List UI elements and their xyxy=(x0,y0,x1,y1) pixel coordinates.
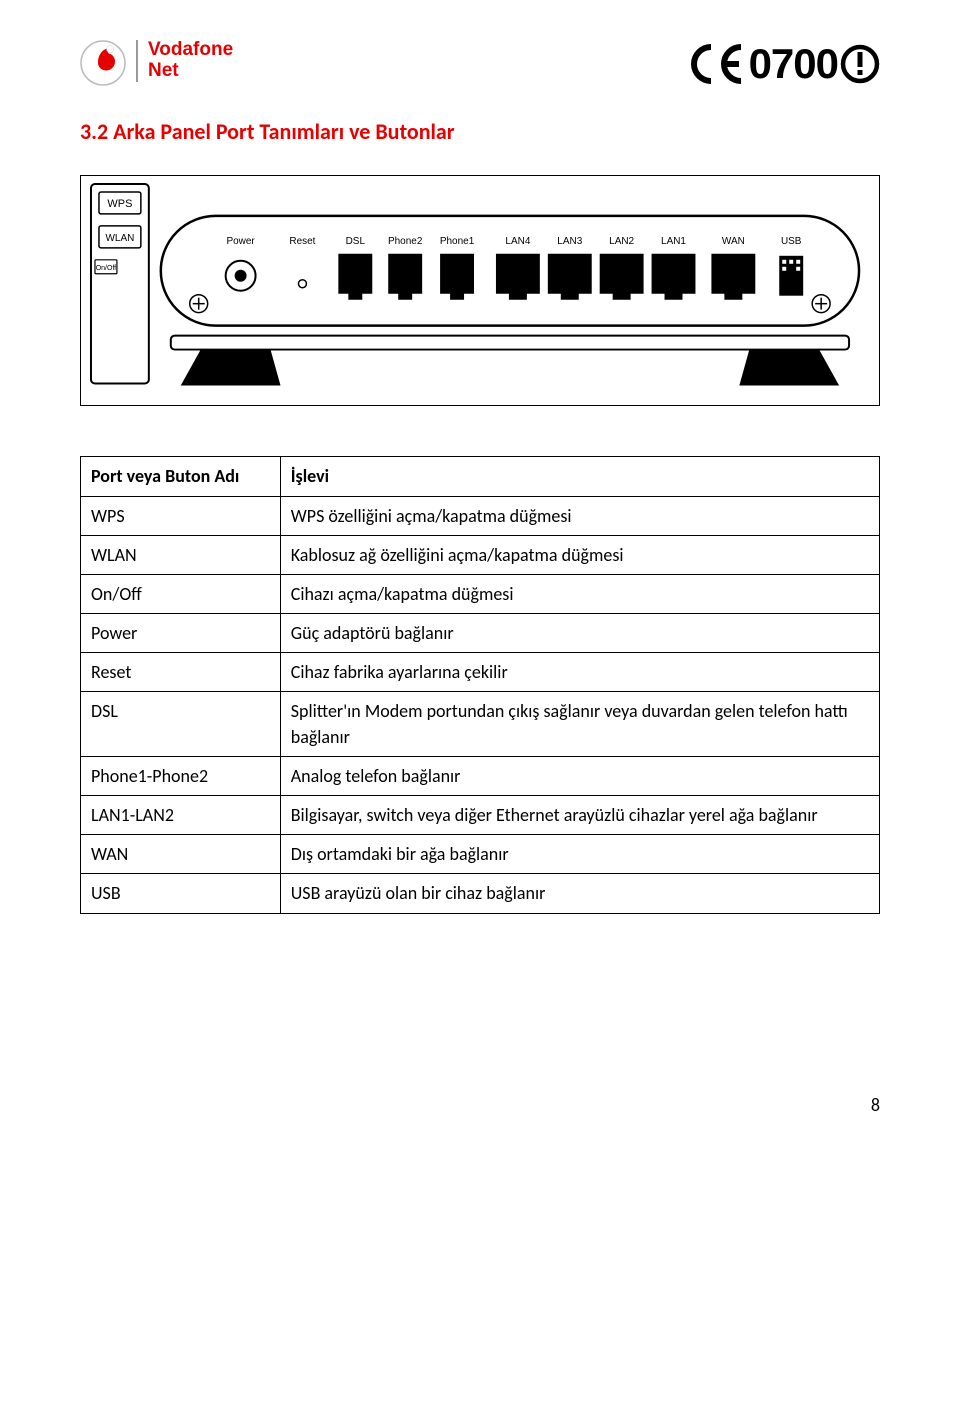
cell-port-function: Dış ortamdaki bir ağa bağlanır xyxy=(280,835,879,874)
svg-text:WAN: WAN xyxy=(722,236,745,247)
section-title: 3.2 Arka Panel Port Tanımları ve Butonla… xyxy=(80,118,880,145)
svg-text:Phone2: Phone2 xyxy=(388,236,423,247)
table-row: ResetCihaz fabrika ayarlarına çekilir xyxy=(81,652,880,691)
cell-port-function: Bilgisayar, switch veya diğer Ethernet a… xyxy=(280,796,879,835)
cell-port-function: WPS özelliğini açma/kapatma düğmesi xyxy=(280,496,879,535)
table-row: WANDış ortamdaki bir ağa bağlanır xyxy=(81,835,880,874)
cell-port-name: WLAN xyxy=(81,535,281,574)
cell-port-function: Cihaz fabrika ayarlarına çekilir xyxy=(280,652,879,691)
svg-text:Phone1: Phone1 xyxy=(440,236,475,247)
side-btn-onoff: On/Off xyxy=(96,265,116,272)
svg-text:LAN1: LAN1 xyxy=(661,236,686,247)
cell-port-name: Power xyxy=(81,613,281,652)
table-row: DSLSplitter'ın Modem portundan çıkış sağ… xyxy=(81,691,880,756)
table-row: WLANKablosuz ağ özelliğini açma/kapatma … xyxy=(81,535,880,574)
device-rear-svg: WPS WLAN On/Off Power Reset DSL Phone2 P… xyxy=(81,176,879,405)
svg-text:LAN2: LAN2 xyxy=(609,236,634,247)
ce-mark: 0700 xyxy=(683,40,880,88)
table-header-row: Port veya Buton Adı İşlevi xyxy=(81,457,880,496)
table-row: Phone1-Phone2Analog telefon bağlanır xyxy=(81,757,880,796)
cell-port-name: WPS xyxy=(81,496,281,535)
vodafone-logo-block: Vodafone Net xyxy=(80,40,233,86)
table-row: PowerGüç adaptörü bağlanır xyxy=(81,613,880,652)
cell-port-name: USB xyxy=(81,874,281,913)
vodafone-logo-text: Vodafone Net xyxy=(136,40,233,82)
cell-port-name: LAN1-LAN2 xyxy=(81,796,281,835)
cell-port-function: Kablosuz ağ özelliğini açma/kapatma düğm… xyxy=(280,535,879,574)
brand-line2: Net xyxy=(148,61,233,82)
cell-port-function: Güç adaptörü bağlanır xyxy=(280,613,879,652)
brand-line1: Vodafone xyxy=(148,40,233,61)
vodafone-logo-icon xyxy=(80,40,126,86)
cell-port-name: On/Off xyxy=(81,574,281,613)
page-header: Vodafone Net 0700 xyxy=(80,40,880,88)
table-row: USBUSB arayüzü olan bir cihaz bağlanır xyxy=(81,874,880,913)
cell-port-name: WAN xyxy=(81,835,281,874)
cell-port-function: Splitter'ın Modem portundan çıkış sağlan… xyxy=(280,691,879,756)
cell-port-name: DSL xyxy=(81,691,281,756)
port-description-table: Port veya Buton Adı İşlevi WPSWPS özelli… xyxy=(80,456,880,913)
device-rear-figure: WPS WLAN On/Off Power Reset DSL Phone2 P… xyxy=(80,175,880,406)
page-number: 8 xyxy=(80,1094,880,1116)
table-row: LAN1-LAN2Bilgisayar, switch veya diğer E… xyxy=(81,796,880,835)
page-container: Vodafone Net 0700 3.2 Arka Panel Port Ta… xyxy=(0,0,960,1156)
ce-number: 0700 xyxy=(749,40,838,88)
svg-text:LAN4: LAN4 xyxy=(505,236,530,247)
svg-text:LAN3: LAN3 xyxy=(557,236,582,247)
table-row: WPSWPS özelliğini açma/kapatma düğmesi xyxy=(81,496,880,535)
cell-port-function: Cihazı açma/kapatma düğmesi xyxy=(280,574,879,613)
table-row: On/OffCihazı açma/kapatma düğmesi xyxy=(81,574,880,613)
svg-text:Power: Power xyxy=(226,236,255,247)
svg-text:USB: USB xyxy=(781,236,802,247)
svg-text:DSL: DSL xyxy=(346,236,366,247)
cell-port-function: Analog telefon bağlanır xyxy=(280,757,879,796)
cell-port-function: USB arayüzü olan bir cihaz bağlanır xyxy=(280,874,879,913)
alert-circle-icon xyxy=(840,44,880,84)
cell-port-name: Reset xyxy=(81,652,281,691)
th-name: Port veya Buton Adı xyxy=(81,457,281,496)
th-function: İşlevi xyxy=(280,457,879,496)
side-btn-wps: WPS xyxy=(107,198,132,210)
side-btn-wlan: WLAN xyxy=(106,233,135,244)
cell-port-name: Phone1-Phone2 xyxy=(81,757,281,796)
svg-text:Reset: Reset xyxy=(289,236,315,247)
ce-icon xyxy=(683,43,747,85)
